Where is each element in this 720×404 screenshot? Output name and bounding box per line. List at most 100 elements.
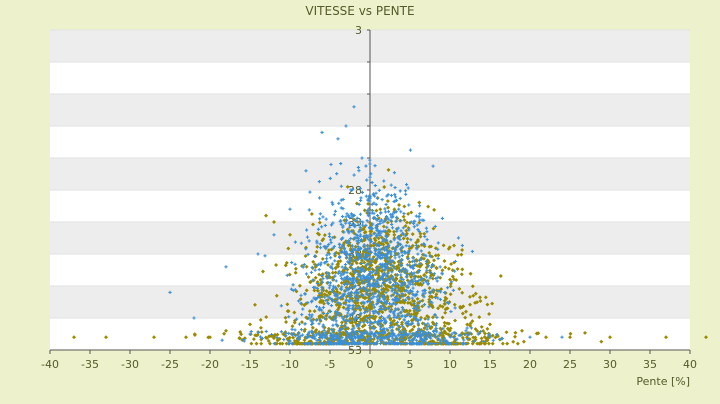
data-point	[392, 318, 397, 323]
data-point	[397, 207, 401, 211]
data-point	[379, 338, 383, 343]
data-point	[366, 337, 370, 342]
data-point	[299, 301, 303, 305]
data-point	[406, 319, 410, 324]
data-point	[334, 315, 338, 319]
data-point	[380, 304, 384, 308]
data-point	[382, 264, 386, 268]
data-point	[363, 309, 368, 313]
data-point	[358, 233, 363, 237]
data-point	[275, 335, 279, 340]
data-point	[441, 243, 446, 248]
data-point	[408, 279, 412, 283]
data-point	[304, 228, 309, 232]
data-point	[352, 334, 357, 339]
data-point	[325, 301, 330, 305]
data-point	[356, 238, 361, 242]
data-point	[350, 279, 354, 283]
data-point	[324, 334, 328, 338]
data-point	[341, 244, 345, 248]
data-point	[379, 284, 384, 288]
data-point	[357, 324, 361, 328]
data-point	[346, 260, 350, 264]
data-point	[354, 315, 358, 319]
data-point	[334, 298, 338, 303]
data-point	[359, 331, 363, 335]
data-point	[434, 276, 438, 281]
data-point	[328, 176, 332, 180]
data-point	[333, 337, 337, 341]
data-point	[393, 287, 398, 292]
data-point	[406, 290, 410, 294]
data-point	[385, 245, 390, 249]
data-point	[365, 178, 369, 182]
data-point	[451, 288, 455, 292]
data-point	[373, 249, 378, 253]
data-point	[347, 306, 351, 310]
data-point	[366, 234, 370, 238]
data-point	[346, 214, 351, 218]
data-point	[445, 286, 450, 290]
data-point	[393, 199, 397, 203]
data-point	[490, 333, 495, 338]
data-point	[370, 330, 374, 334]
data-point	[364, 236, 368, 240]
data-point	[403, 318, 407, 322]
data-point	[349, 236, 353, 241]
data-point	[410, 296, 414, 300]
data-point	[400, 250, 404, 254]
x-tick-label: -35	[81, 358, 99, 371]
data-point	[373, 309, 377, 313]
data-point	[331, 202, 335, 206]
data-point	[402, 204, 407, 209]
data-point	[357, 168, 361, 173]
data-point	[457, 333, 461, 337]
data-point	[389, 321, 393, 325]
data-point	[445, 321, 450, 326]
data-point	[369, 261, 373, 265]
data-point	[306, 332, 310, 337]
data-point	[318, 291, 322, 295]
data-point	[383, 248, 387, 252]
data-point	[350, 327, 354, 331]
data-point	[340, 314, 344, 318]
data-point	[305, 342, 309, 346]
data-point	[368, 289, 372, 293]
data-point	[304, 247, 308, 251]
data-point	[311, 321, 315, 325]
data-point	[412, 301, 416, 306]
data-point	[374, 191, 378, 195]
data-point	[300, 313, 304, 317]
data-point	[341, 293, 345, 297]
data-point	[378, 254, 383, 258]
data-point	[152, 335, 156, 340]
data-point	[352, 247, 356, 252]
data-point	[299, 328, 303, 332]
data-point	[338, 331, 342, 336]
data-point	[287, 331, 291, 335]
data-point	[416, 318, 420, 322]
data-point	[385, 225, 389, 229]
data-point	[386, 251, 390, 255]
data-point	[224, 328, 228, 333]
data-point	[365, 275, 369, 279]
data-point	[347, 221, 351, 225]
data-point	[392, 266, 396, 270]
data-point	[432, 334, 436, 338]
data-point	[431, 226, 436, 231]
data-point	[393, 192, 397, 197]
data-point	[374, 226, 378, 230]
data-point	[416, 334, 420, 338]
data-point	[279, 330, 283, 334]
data-point	[339, 219, 343, 223]
x-tick-label: -5	[325, 358, 336, 371]
data-point	[346, 277, 350, 281]
data-point	[342, 271, 346, 275]
data-point	[377, 312, 381, 316]
data-point	[383, 319, 387, 323]
data-point	[393, 286, 397, 290]
data-point	[390, 303, 394, 307]
data-point	[397, 235, 401, 240]
data-point	[374, 253, 378, 257]
data-point	[372, 241, 376, 245]
